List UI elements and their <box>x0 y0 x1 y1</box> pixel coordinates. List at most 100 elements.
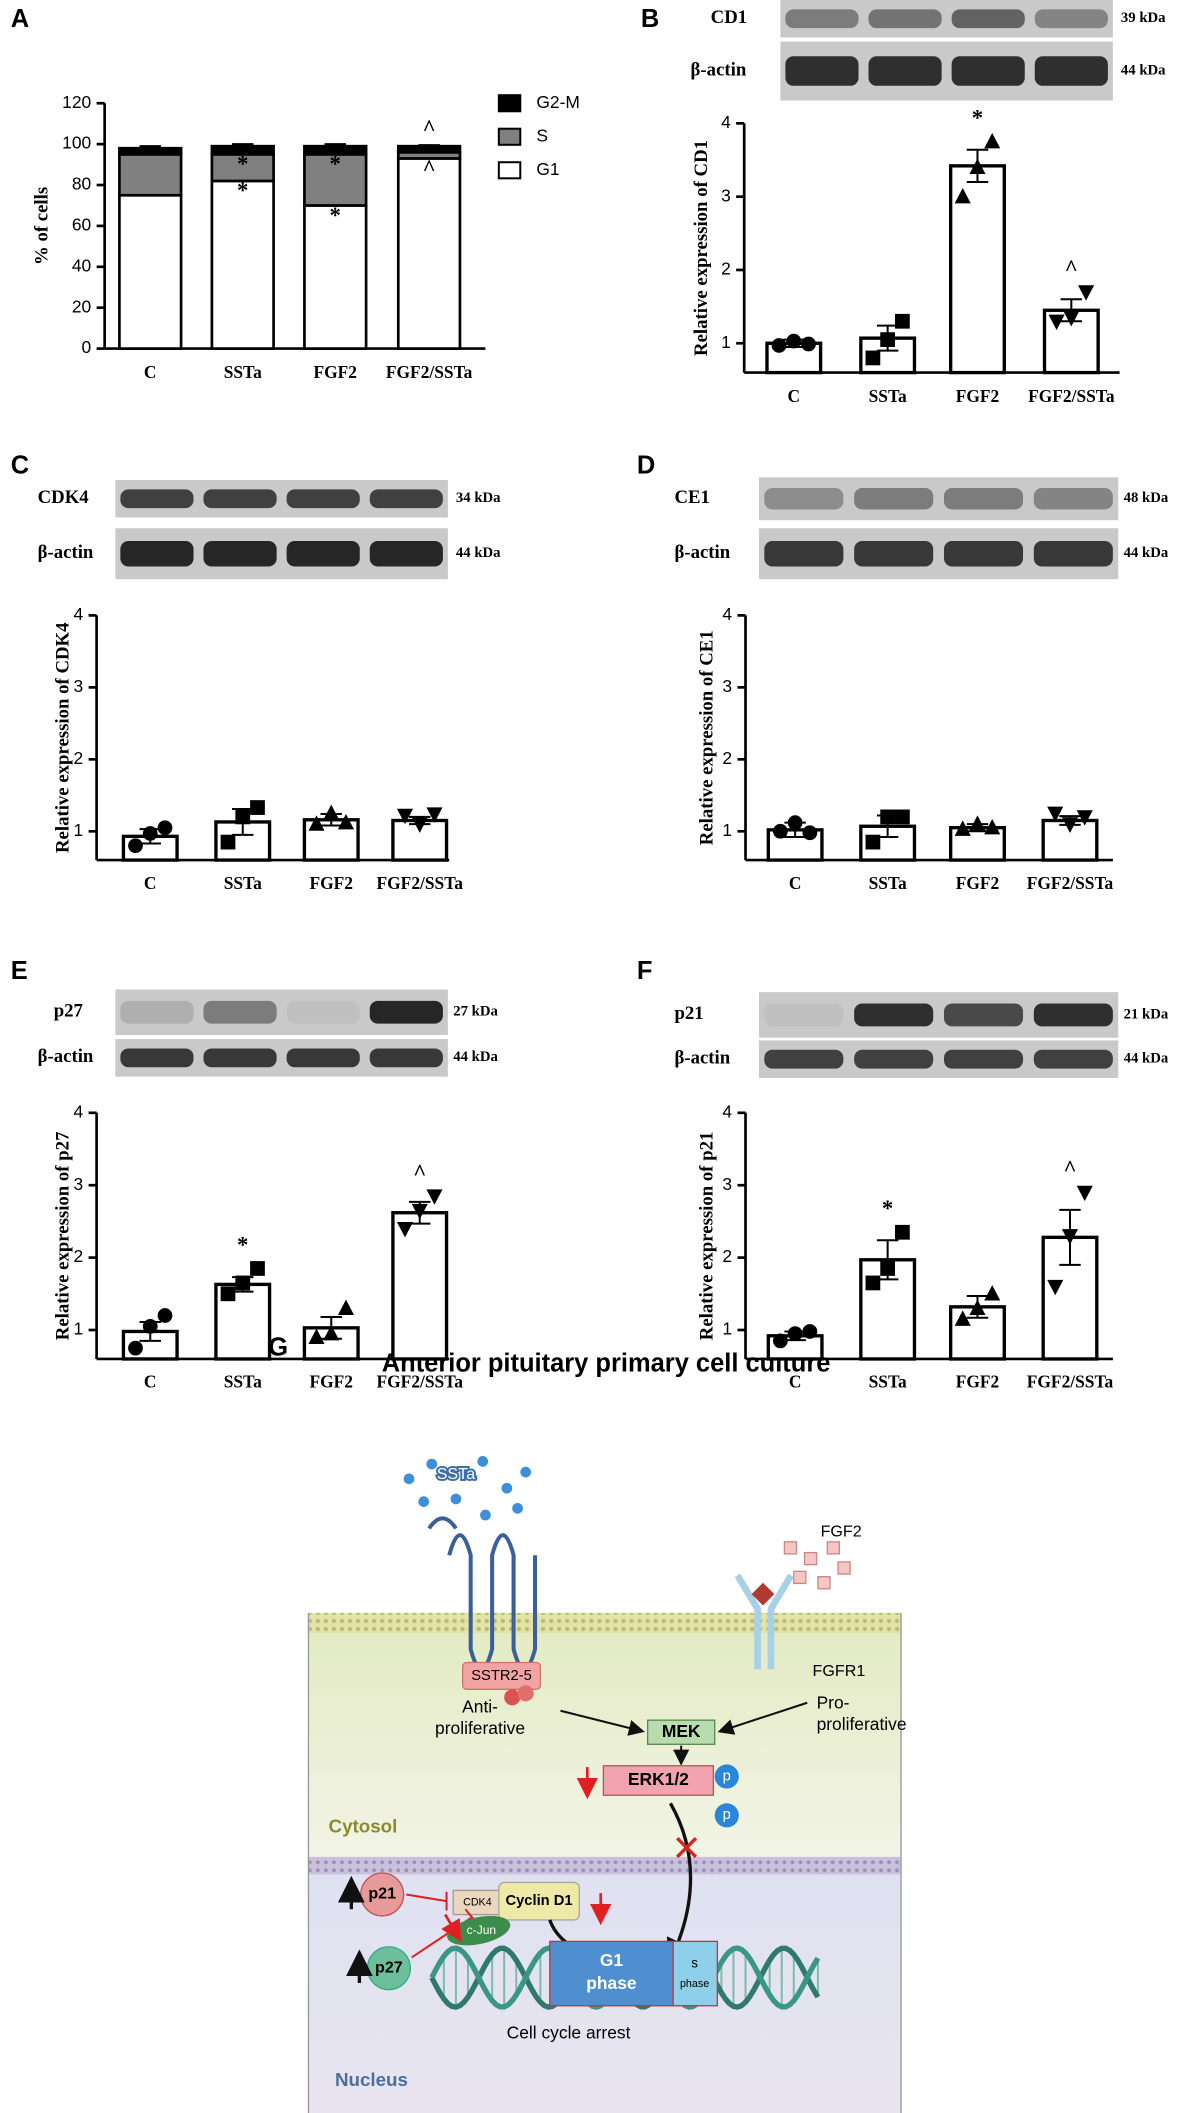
significance-marker: * <box>972 105 983 130</box>
data-point <box>142 1319 158 1334</box>
anti-label: proliferative <box>435 1718 525 1738</box>
data-point <box>1063 310 1080 327</box>
data-point <box>895 1224 910 1240</box>
x-tick-label: FGF2 <box>956 386 1000 406</box>
x-tick-label: C <box>789 873 802 893</box>
significance-marker: * <box>237 1232 248 1257</box>
blot-band <box>785 9 859 29</box>
blot-band <box>868 56 942 86</box>
data-point <box>250 1261 265 1276</box>
s-label: s <box>691 1956 698 1971</box>
blot-band <box>854 540 934 567</box>
phospho-label: p <box>723 1768 731 1784</box>
x-tick-label: FGF2/SSTa <box>386 362 473 382</box>
blot-label: β-actin <box>38 1046 94 1067</box>
blot-band <box>286 1048 360 1068</box>
y-tick-label: 3 <box>74 676 84 696</box>
anti-label: Anti- <box>462 1697 498 1717</box>
bar-segment <box>118 146 183 156</box>
data-point <box>411 1203 428 1220</box>
data-point <box>128 1340 143 1356</box>
data-point <box>773 823 788 839</box>
significance-marker: * <box>330 152 341 177</box>
data-point <box>865 1275 881 1291</box>
blot-band <box>203 489 277 509</box>
down-arrow <box>441 1913 462 1942</box>
blot-label: β-actin <box>674 542 730 563</box>
legend-swatch <box>497 94 522 113</box>
significance-marker: * <box>330 203 341 228</box>
y-axis-label: Relative expression of CDK4 <box>53 622 74 853</box>
data-point <box>1078 285 1095 301</box>
y-tick-label: 1 <box>722 820 732 840</box>
ssta-label: SSTa <box>437 1465 475 1483</box>
x-tick-label: SSTa <box>869 873 907 893</box>
blot-band <box>764 540 844 567</box>
blot-size: 34 kDa <box>456 490 501 506</box>
y-tick-label: 1 <box>74 1319 84 1339</box>
cyclin-label: Cyclin D1 <box>505 1893 572 1909</box>
phospho-label: p <box>723 1807 731 1823</box>
data-point <box>880 809 896 825</box>
nuclear-membrane <box>308 1856 902 1875</box>
sstr-label: SSTR2-5 <box>471 1668 532 1684</box>
blot-band <box>203 1048 277 1068</box>
data-point <box>954 187 971 204</box>
phospho <box>714 1803 739 1828</box>
erk-label: ERK1/2 <box>628 1769 689 1789</box>
y-tick-label: 4 <box>722 604 732 624</box>
panel-letter: C <box>11 451 29 479</box>
data-point <box>1061 817 1079 833</box>
blot-size: 44 kDa <box>1124 1051 1169 1067</box>
significance-marker: ^ <box>422 156 435 181</box>
panel-letter: E <box>11 957 28 985</box>
data-point <box>396 1221 414 1238</box>
blot-band <box>120 1048 194 1068</box>
data-point <box>142 826 158 841</box>
blot-band <box>203 540 277 567</box>
data-point <box>984 132 1001 149</box>
s-label: phase <box>680 1978 709 1990</box>
fgf2-molecules <box>783 1541 851 1590</box>
block-x <box>675 1836 698 1859</box>
significance-marker: ^ <box>1063 1156 1076 1181</box>
phospho <box>714 1764 739 1789</box>
x-tick-label: FGF2/SSTa <box>1027 873 1114 893</box>
blot-label: p21 <box>674 1003 703 1024</box>
y-axis-label: Relative expression of CE1 <box>696 630 717 845</box>
y-axis-label: Relative expression of p27 <box>53 1132 74 1341</box>
legend-label: G1 <box>536 159 559 179</box>
x-tick-label: FGF2/SSTa <box>377 1372 464 1392</box>
blot-label: CD1 <box>711 7 748 28</box>
data-point <box>1076 810 1093 826</box>
bar-segment <box>210 144 275 156</box>
y-tick-label: 0 <box>82 337 92 357</box>
y-tick-label: 4 <box>74 1101 84 1121</box>
arrow <box>666 1802 693 1967</box>
significance-marker: ^ <box>422 115 435 140</box>
x-tick-label: FGF2 <box>309 1372 353 1392</box>
panel-letter: G <box>268 1334 288 1362</box>
data-point <box>157 820 173 836</box>
pathway-diagram: G Anterior pituitary primary cell cultur… <box>268 1334 907 2113</box>
mek-box <box>646 1719 716 1745</box>
significance-marker: ^ <box>413 1160 426 1185</box>
y-tick-label: 2 <box>721 259 731 279</box>
cdk4-label: CDK4 <box>463 1896 492 1908</box>
data-point <box>1076 1185 1093 1202</box>
x-tick-label: SSTa <box>224 873 262 893</box>
y-tick-label: 100 <box>62 133 91 153</box>
blot-band <box>203 1000 277 1024</box>
significance-marker: * <box>237 152 248 177</box>
sstr-receptor <box>427 1516 458 1530</box>
data-point <box>1047 1279 1064 1296</box>
blot-label: β-actin <box>691 59 747 80</box>
blot-label: CE1 <box>674 487 709 508</box>
y-tick-label: 4 <box>721 112 731 132</box>
blot-band <box>120 540 194 567</box>
nucleus-label: Nucleus <box>335 2069 408 2090</box>
panel-letter: F <box>637 957 653 985</box>
data-point <box>337 1299 355 1315</box>
x-tick-label: FGF2 <box>314 362 358 382</box>
